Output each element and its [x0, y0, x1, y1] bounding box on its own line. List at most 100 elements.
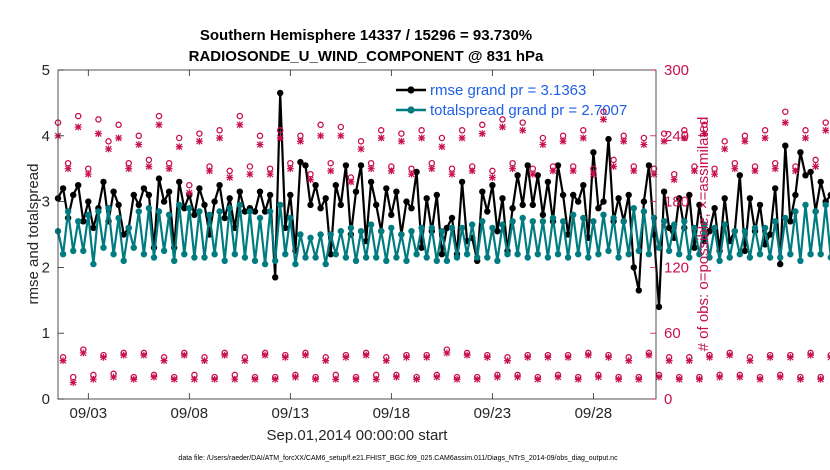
data-point: [145, 191, 153, 199]
data-point: [706, 254, 713, 261]
obs-possible-point: [610, 156, 617, 164]
data-point: [181, 205, 188, 212]
data-point: [822, 201, 829, 209]
data-point: [766, 254, 774, 261]
x-tick-label: 09/18: [373, 405, 411, 422]
data-point: [191, 211, 198, 218]
data-point: [64, 208, 72, 215]
data-point: [277, 89, 284, 97]
data-point: [287, 191, 294, 199]
data-point: [266, 191, 274, 199]
y-right-tick-label: 300: [664, 62, 689, 79]
data-point: [322, 260, 329, 268]
data-point: [317, 231, 324, 238]
chart-title-line1: Southern Hemisphere 14337 / 15296 = 93.7…: [200, 27, 532, 44]
y-left-tick-label: 5: [42, 62, 50, 79]
obs-possible-point: [135, 132, 143, 140]
data-point: [701, 221, 708, 228]
obs-assimilated-point: [357, 145, 365, 153]
obs-assimilated-point: [711, 170, 718, 178]
obs-assimilated-point: [595, 373, 602, 381]
data-point: [413, 251, 420, 258]
data-point: [812, 208, 819, 215]
data-point: [494, 228, 501, 235]
data-point: [570, 191, 577, 199]
data-point: [236, 201, 243, 209]
obs-assimilated-point: [120, 351, 128, 359]
y-left-tick-label: 1: [42, 325, 50, 342]
obs-possible-point: [377, 127, 385, 134]
data-point: [524, 162, 531, 169]
y-left-tick-label: 2: [42, 259, 50, 276]
obs-assimilated-point: [64, 165, 72, 173]
obs-assimilated-point: [84, 170, 92, 178]
data-point: [554, 251, 562, 258]
data-point: [100, 178, 107, 186]
data-point: [509, 205, 516, 212]
data-point: [297, 158, 304, 166]
legend-rmse-label: rmse grand pr = 3.1363: [430, 82, 586, 99]
obs-assimilated-point: [276, 134, 284, 142]
obs-possible-point: [226, 167, 233, 175]
data-point: [130, 191, 137, 199]
data-point: [125, 224, 132, 232]
data-point: [261, 208, 269, 215]
data-point: [772, 218, 779, 225]
data-point: [797, 257, 804, 264]
data-point: [519, 201, 526, 209]
data-point: [650, 214, 658, 222]
obs-assimilated-point: [665, 357, 673, 365]
obs-assimilated-point: [261, 351, 269, 359]
data-point: [615, 195, 622, 202]
obs-assimilated-point: [140, 351, 148, 359]
data-point: [272, 257, 279, 264]
data-point: [302, 162, 309, 169]
data-point: [519, 214, 526, 222]
data-point: [433, 257, 440, 264]
obs-assimilated-point: [377, 134, 385, 142]
obs-possible-point: [317, 121, 324, 129]
chart-title-line2: RADIOSONDE_U_WIND_COMPONENT @ 831 hPa: [189, 48, 544, 65]
data-point: [640, 198, 648, 205]
data-point: [544, 178, 552, 186]
data-point: [337, 228, 344, 235]
data-point: [721, 195, 728, 202]
data-point: [600, 198, 607, 205]
data-point: [150, 254, 158, 261]
obs-assimilated-point: [413, 375, 420, 383]
data-point: [665, 247, 673, 255]
obs-assimilated-point: [297, 137, 304, 145]
data-point: [559, 191, 567, 199]
data-point: [777, 260, 784, 268]
data-point: [393, 254, 400, 261]
data-point: [746, 254, 754, 261]
data-point: [645, 162, 653, 169]
obs-assimilated-point: [221, 351, 229, 359]
data-point: [272, 274, 279, 281]
data-point: [686, 191, 693, 199]
data-point: [736, 251, 743, 258]
data-point: [332, 251, 339, 258]
data-point: [655, 244, 663, 251]
obs-possible-point: [681, 127, 688, 134]
obs-possible-point: [337, 123, 345, 131]
obs-assimilated-point: [130, 375, 138, 383]
data-point: [595, 251, 602, 258]
data-point: [85, 198, 92, 205]
y-right-tick-label: 120: [664, 259, 689, 276]
data-point: [95, 208, 102, 215]
obs-assimilated-point: [746, 357, 754, 365]
data-point: [413, 168, 420, 176]
data-point: [544, 254, 552, 261]
data-point: [539, 211, 547, 218]
data-point: [357, 228, 365, 235]
data-point: [575, 251, 582, 258]
obs-possible-point: [276, 127, 284, 134]
obs-assimilated-point: [342, 353, 350, 361]
obs-assimilated-point: [600, 115, 607, 123]
data-point: [484, 208, 491, 215]
obs-assimilated-point: [559, 137, 567, 145]
data-point: [600, 211, 607, 218]
obs-assimilated-point: [211, 375, 218, 383]
obs-assimilated-point: [327, 167, 335, 175]
